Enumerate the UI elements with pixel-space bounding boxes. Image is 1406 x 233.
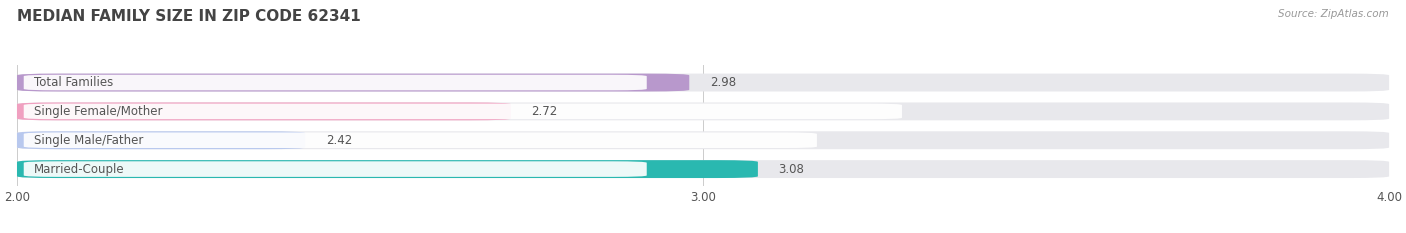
FancyBboxPatch shape bbox=[17, 103, 510, 120]
Text: 3.08: 3.08 bbox=[779, 163, 804, 176]
Text: Single Female/Mother: Single Female/Mother bbox=[34, 105, 163, 118]
Text: Total Families: Total Families bbox=[34, 76, 114, 89]
FancyBboxPatch shape bbox=[17, 103, 1389, 120]
FancyBboxPatch shape bbox=[17, 131, 305, 149]
Text: MEDIAN FAMILY SIZE IN ZIP CODE 62341: MEDIAN FAMILY SIZE IN ZIP CODE 62341 bbox=[17, 9, 360, 24]
Text: 2.72: 2.72 bbox=[531, 105, 558, 118]
Text: Married-Couple: Married-Couple bbox=[34, 163, 125, 176]
Text: Single Male/Father: Single Male/Father bbox=[34, 134, 143, 147]
FancyBboxPatch shape bbox=[17, 160, 1389, 178]
FancyBboxPatch shape bbox=[24, 161, 647, 177]
FancyBboxPatch shape bbox=[24, 75, 647, 90]
Text: Source: ZipAtlas.com: Source: ZipAtlas.com bbox=[1278, 9, 1389, 19]
FancyBboxPatch shape bbox=[17, 74, 689, 92]
FancyBboxPatch shape bbox=[24, 132, 817, 148]
FancyBboxPatch shape bbox=[17, 74, 1389, 92]
Text: 2.98: 2.98 bbox=[710, 76, 735, 89]
Text: 2.42: 2.42 bbox=[326, 134, 352, 147]
FancyBboxPatch shape bbox=[17, 160, 758, 178]
FancyBboxPatch shape bbox=[17, 131, 1389, 149]
FancyBboxPatch shape bbox=[24, 104, 903, 119]
